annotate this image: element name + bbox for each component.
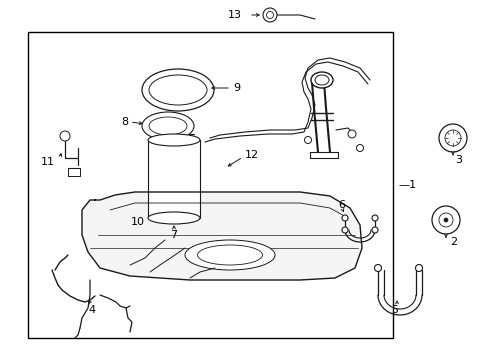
Circle shape — [416, 265, 422, 271]
Text: 5: 5 — [392, 305, 398, 315]
Text: 13: 13 — [228, 10, 242, 20]
Ellipse shape — [197, 245, 263, 265]
Text: 12: 12 — [245, 150, 259, 160]
Circle shape — [342, 227, 348, 233]
Ellipse shape — [267, 12, 273, 18]
Ellipse shape — [432, 206, 460, 234]
Text: 6: 6 — [339, 200, 345, 210]
Bar — [28, 32, 393, 338]
Ellipse shape — [142, 69, 214, 111]
Text: 2: 2 — [450, 237, 457, 247]
Ellipse shape — [439, 124, 467, 152]
Text: 8: 8 — [121, 117, 128, 127]
Ellipse shape — [149, 117, 187, 135]
Circle shape — [342, 215, 348, 221]
Ellipse shape — [445, 130, 461, 146]
Circle shape — [372, 215, 378, 221]
Circle shape — [374, 265, 382, 271]
Circle shape — [444, 218, 448, 222]
Circle shape — [372, 227, 378, 233]
Ellipse shape — [311, 72, 333, 88]
Circle shape — [348, 130, 356, 138]
Ellipse shape — [142, 112, 194, 140]
Ellipse shape — [439, 213, 453, 227]
Circle shape — [60, 131, 70, 141]
Ellipse shape — [148, 134, 200, 146]
Ellipse shape — [148, 212, 200, 224]
Circle shape — [304, 136, 312, 144]
Text: 4: 4 — [88, 305, 96, 315]
Ellipse shape — [263, 8, 277, 22]
Text: 3: 3 — [455, 155, 462, 165]
Text: 10: 10 — [131, 217, 145, 227]
Polygon shape — [82, 192, 362, 280]
Text: 9: 9 — [233, 83, 240, 93]
Text: —1: —1 — [398, 180, 416, 190]
Text: 7: 7 — [171, 230, 177, 240]
Text: 11: 11 — [41, 157, 55, 167]
Circle shape — [357, 144, 364, 152]
Ellipse shape — [149, 75, 207, 105]
Bar — [148, 140, 200, 218]
Ellipse shape — [185, 240, 275, 270]
Ellipse shape — [315, 75, 329, 85]
